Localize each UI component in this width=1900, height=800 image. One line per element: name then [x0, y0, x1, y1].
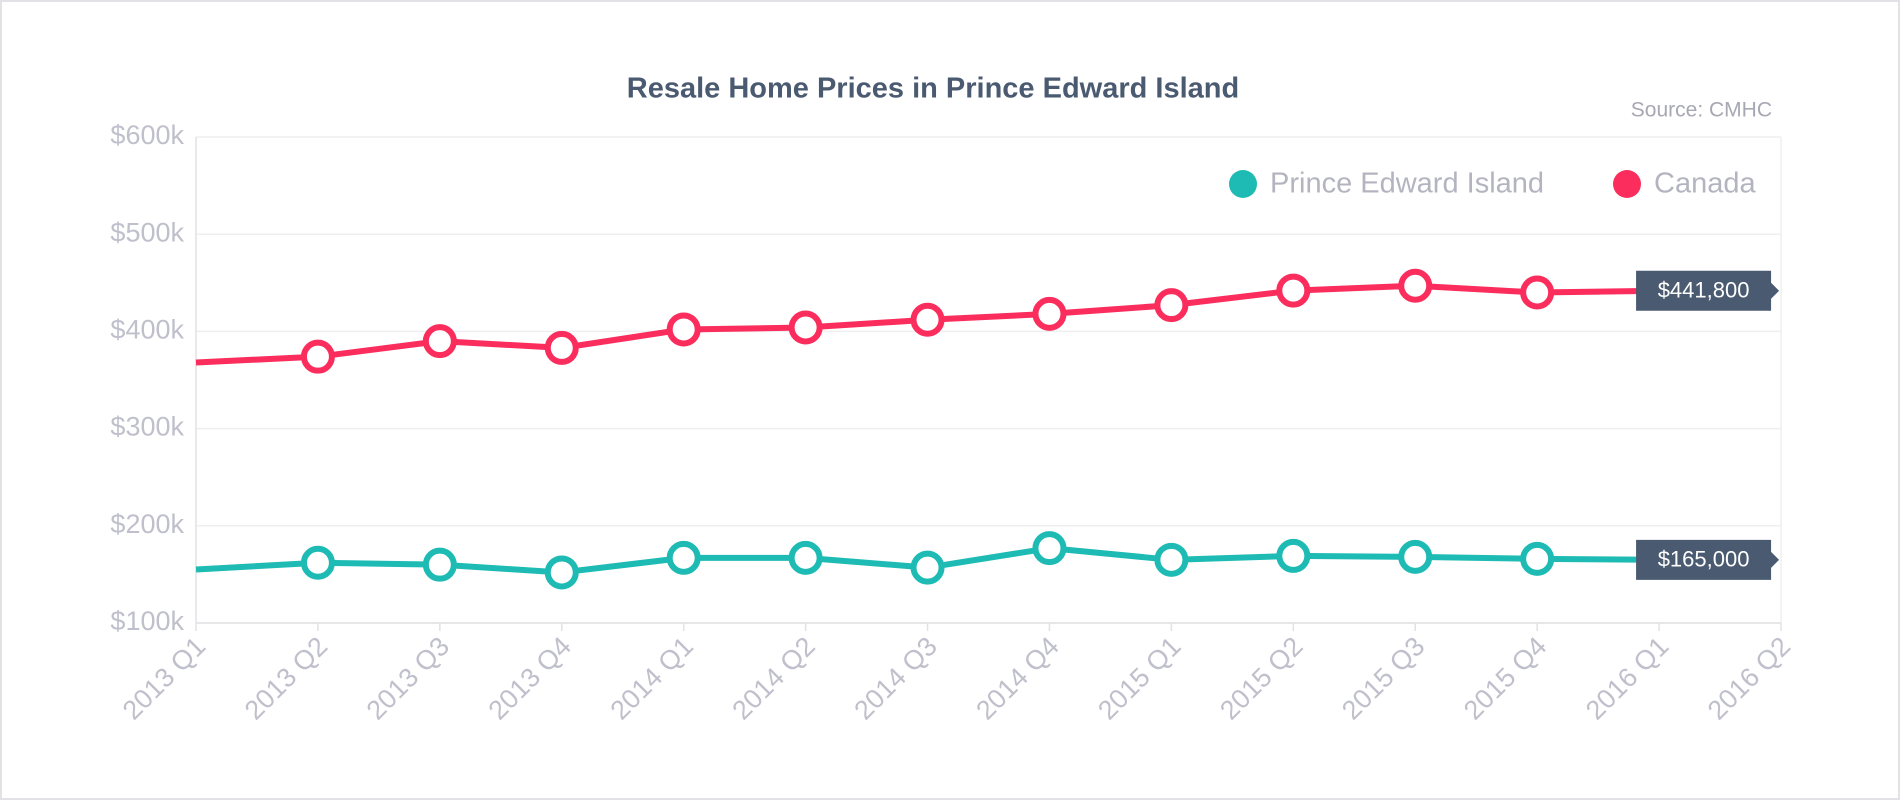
data-point [422, 324, 457, 359]
y-tick-label: $300k [110, 412, 184, 442]
data-point [1154, 542, 1189, 577]
data-point [1154, 288, 1189, 323]
y-tick-label: $400k [110, 315, 184, 345]
y-tick-label: $100k [110, 606, 184, 636]
legend-label: Canada [1654, 168, 1756, 200]
data-point [300, 339, 335, 374]
legend-label: Prince Edward Island [1270, 168, 1544, 200]
data-point [422, 547, 457, 582]
y-tick-label: $600k [110, 120, 184, 150]
data-point [1398, 268, 1433, 303]
data-point [1032, 531, 1067, 566]
data-point [910, 550, 945, 585]
y-tick-label: $200k [110, 509, 184, 539]
data-point [788, 540, 823, 575]
data-point [1520, 541, 1555, 576]
chart-title: Resale Home Prices in Prince Edward Isla… [627, 73, 1239, 105]
data-label: $165,000 [1658, 547, 1750, 572]
data-point [910, 302, 945, 337]
data-point [1276, 538, 1311, 573]
legend-swatch [1229, 170, 1257, 198]
tooltip-box [1636, 539, 1780, 580]
data-label: $441,800 [1658, 278, 1750, 303]
data-point [666, 312, 701, 347]
y-tick-label: $500k [110, 217, 184, 247]
tooltip-box [1636, 270, 1780, 311]
data-point [544, 330, 579, 365]
data-point [544, 555, 579, 590]
data-point [1276, 273, 1311, 308]
data-point [1398, 539, 1433, 574]
data-point [300, 545, 335, 580]
legend-swatch [1613, 170, 1641, 198]
data-point [788, 310, 823, 345]
source-note: Source: CMHC [1631, 99, 1772, 122]
data-point [1520, 275, 1555, 310]
data-point [666, 540, 701, 575]
data-point [1032, 296, 1067, 331]
